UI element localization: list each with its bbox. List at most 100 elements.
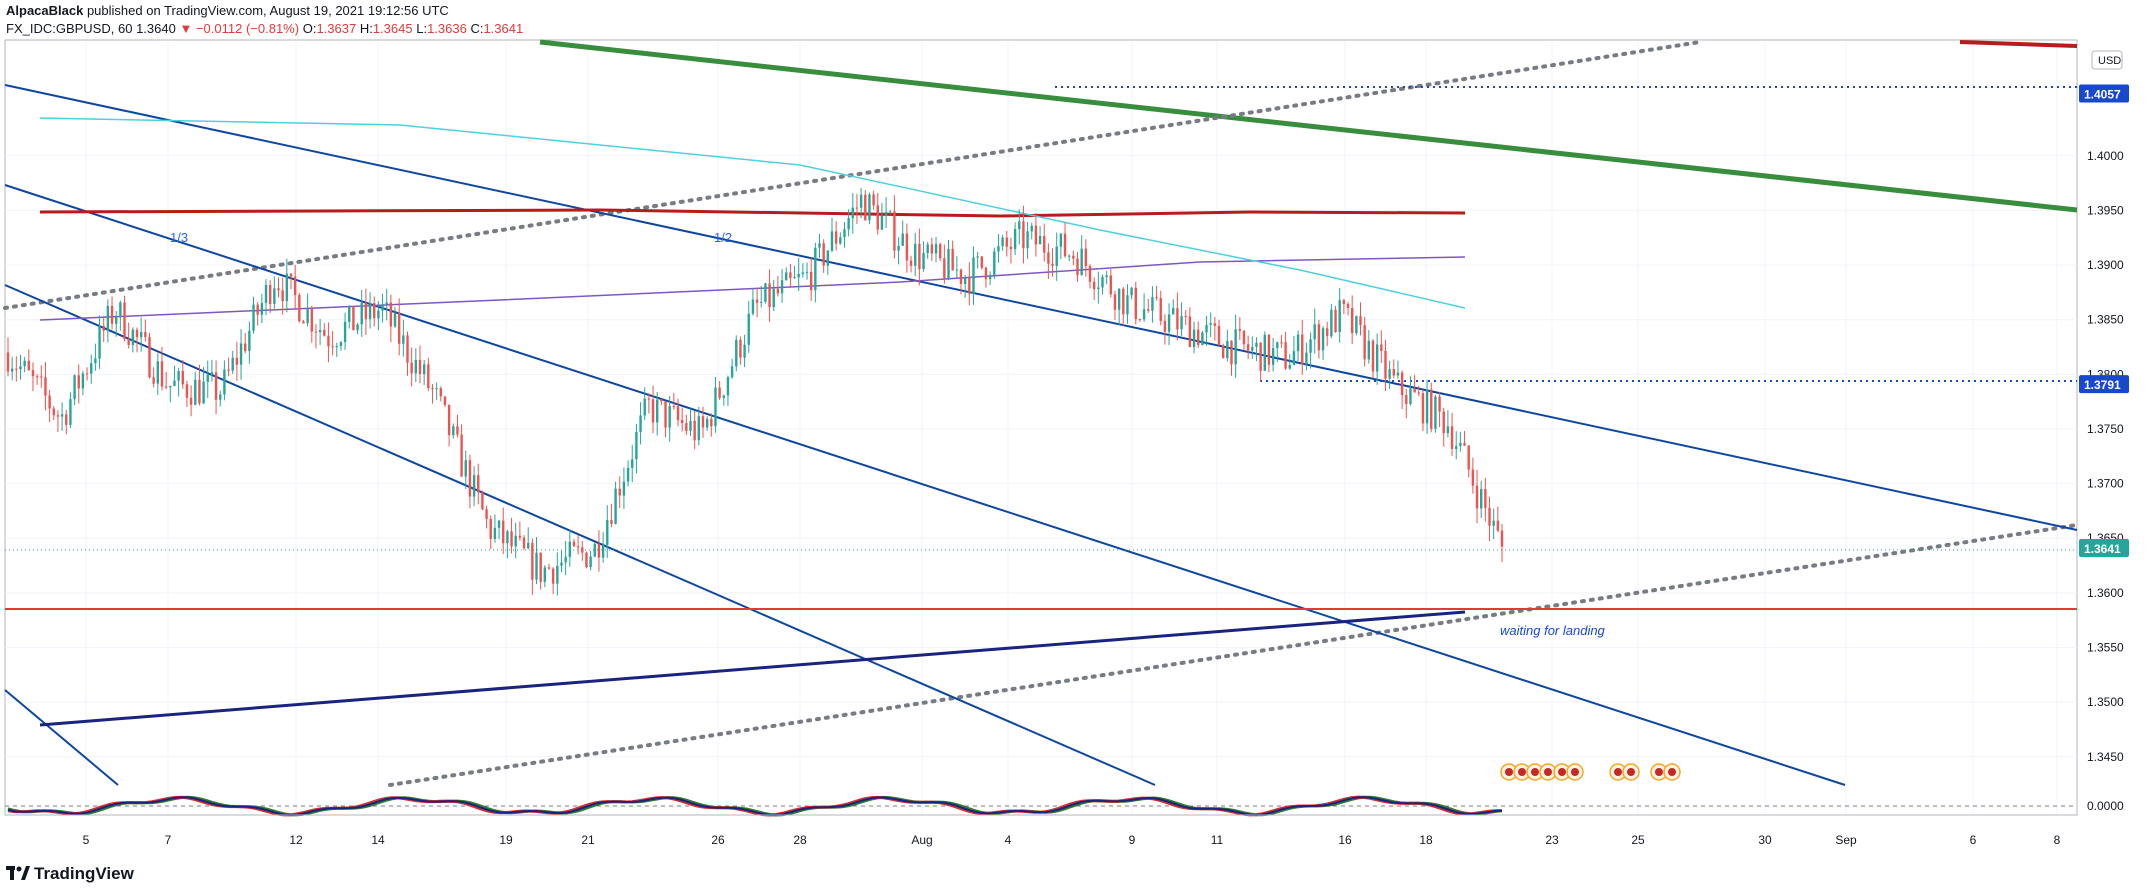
candle-body <box>1117 288 1121 310</box>
tradingview-branding[interactable]: TradingView <box>6 864 134 884</box>
candle-body <box>1450 426 1454 450</box>
candle-body <box>1267 334 1271 365</box>
candle-body <box>223 369 226 395</box>
navy-support-line[interactable] <box>39 610 1466 727</box>
candle-body <box>1305 352 1308 365</box>
candle-body <box>822 243 825 266</box>
candle-body <box>1363 325 1366 360</box>
candle-body <box>452 426 455 436</box>
blue-channel-bottom[interactable] <box>4 689 119 786</box>
candle-body <box>31 370 35 377</box>
annotation-one-third[interactable]: 1/3 <box>170 230 188 245</box>
red-trendline-top[interactable] <box>1959 40 2078 48</box>
candle-body <box>926 244 929 254</box>
candle-body <box>1455 446 1458 450</box>
high-label: H: <box>359 21 373 36</box>
currency-badge[interactable] <box>2091 50 2123 70</box>
x-tick-label: 16 <box>1338 833 1352 847</box>
candle-body <box>1234 329 1237 365</box>
candle-body <box>327 335 330 347</box>
candle-body <box>239 343 243 365</box>
candle-body <box>1147 309 1150 311</box>
candle-body <box>660 399 663 402</box>
candle-body <box>502 520 505 544</box>
x-tick-label: 9 <box>1129 833 1136 847</box>
price-label-badge[interactable] <box>2079 375 2129 394</box>
candle-body <box>1172 308 1175 315</box>
candle-body <box>1030 225 1033 232</box>
candle-body <box>410 362 413 374</box>
dotted-channel-lower[interactable] <box>388 523 2079 787</box>
candle-body <box>772 288 775 308</box>
candle-body <box>1047 252 1050 264</box>
candle-body <box>884 212 888 216</box>
candle-body <box>938 244 942 259</box>
candle-body <box>427 364 430 388</box>
candle-body <box>631 459 634 468</box>
x-tick-label: 25 <box>1631 833 1645 847</box>
candle-body <box>1301 334 1304 365</box>
candle-body <box>1255 342 1258 347</box>
flag-center <box>1505 768 1513 776</box>
candle-body <box>227 369 230 371</box>
candle-body <box>776 288 780 294</box>
candle-body <box>918 243 921 270</box>
flag-center <box>1614 768 1622 776</box>
candle-body <box>1230 340 1233 365</box>
candle-body <box>851 207 854 219</box>
candle-body <box>485 509 488 519</box>
candle-body <box>273 288 276 305</box>
candle-body <box>1409 388 1412 404</box>
candle-body <box>905 233 909 261</box>
annotation-one-half[interactable]: 1/2 <box>714 230 732 245</box>
candle-body <box>52 408 55 416</box>
chart-grid <box>5 41 2077 815</box>
candle-body <box>1043 236 1046 253</box>
candle-body <box>431 387 434 389</box>
candle-body <box>248 330 251 352</box>
candle-body <box>1113 294 1117 310</box>
candle-body <box>1350 308 1354 334</box>
candle-body <box>1105 275 1108 278</box>
blue-channel-top[interactable] <box>4 84 2078 531</box>
green-trendline[interactable] <box>539 39 2078 213</box>
candle-body <box>281 290 284 302</box>
candle-body <box>805 271 809 273</box>
symbol-label[interactable]: FX_IDC:GBPUSD, 60 <box>6 21 133 36</box>
candle-body <box>1180 315 1183 330</box>
candle-body <box>1138 319 1142 321</box>
candle-body <box>880 215 884 230</box>
y-tick-label: 1.3750 <box>2087 422 2124 436</box>
candle-body <box>323 330 326 336</box>
candle-body <box>202 381 205 404</box>
candle-body <box>1246 344 1250 351</box>
flag-center <box>1627 768 1635 776</box>
candle-body <box>589 556 592 568</box>
candle-body <box>614 488 617 524</box>
candle-body <box>1496 520 1500 531</box>
candle-body <box>722 395 725 398</box>
price-label-badge[interactable] <box>2079 84 2129 103</box>
price-label-badge[interactable] <box>2079 539 2129 558</box>
author-name[interactable]: AlpacaBlack <box>6 3 84 18</box>
candle-body <box>901 233 904 246</box>
candle-body <box>160 361 164 387</box>
dotted-channel-upper[interactable] <box>3 40 1702 310</box>
candle-body <box>1226 340 1229 359</box>
price-axis[interactable]: 1.40001.39501.39001.38501.38001.37501.37… <box>2079 50 2129 813</box>
candle-body <box>622 481 626 496</box>
candle-body <box>643 398 646 416</box>
blue-channel-lower[interactable] <box>4 284 1156 786</box>
candle-body <box>27 360 31 371</box>
y-tick-label: 1.3950 <box>2087 203 2124 217</box>
candle-body <box>10 368 14 372</box>
candle-body <box>1500 530 1504 547</box>
annotation-waiting-for-landing[interactable]: waiting for landing <box>1500 623 1606 638</box>
blue-channel-middle[interactable] <box>4 184 1846 786</box>
candle-body <box>131 329 135 345</box>
candle-body <box>585 552 588 568</box>
time-axis[interactable]: 5 7 12 14 19 21 26 28 Aug 4 9 11 16 18 23 25 30 Sep 6 8 <box>5 814 2077 847</box>
price-change: −0.0112 (−0.81%) <box>195 21 300 36</box>
candle-body <box>680 419 684 423</box>
